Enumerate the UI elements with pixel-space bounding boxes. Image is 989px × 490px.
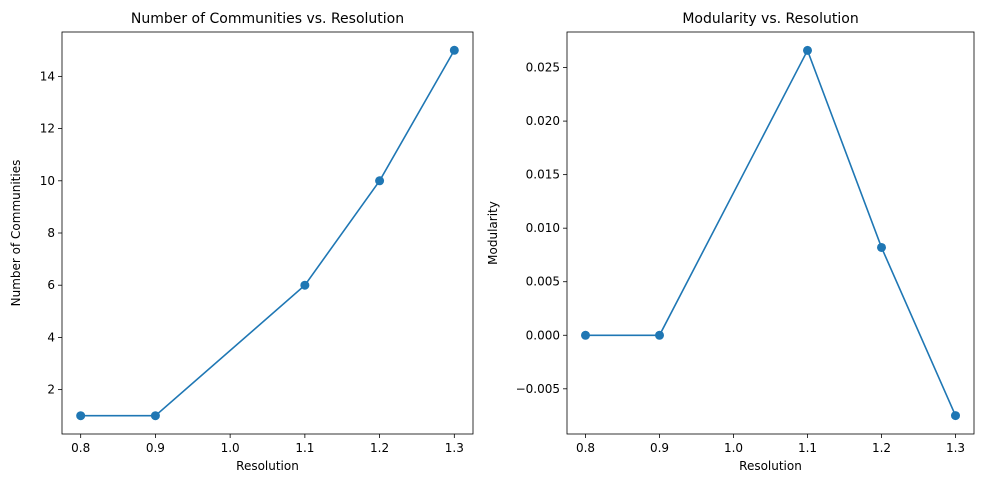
y-tick-label: 0.010 bbox=[526, 221, 560, 235]
data-point bbox=[300, 280, 310, 290]
data-point bbox=[449, 45, 459, 55]
x-tick-label: 1.1 bbox=[798, 441, 817, 455]
y-tick-label: 0.005 bbox=[526, 275, 560, 289]
x-tick-label: 0.9 bbox=[650, 441, 669, 455]
series-line bbox=[585, 48, 957, 416]
y-axis-label: Number of Communities bbox=[9, 160, 23, 307]
y-tick-label: 0.020 bbox=[526, 114, 560, 128]
x-tick-label: 1.3 bbox=[946, 441, 965, 455]
data-point bbox=[877, 242, 886, 252]
y-tick-label: 4 bbox=[47, 330, 55, 344]
chart-title: Number of Communities vs. Resolution bbox=[131, 11, 404, 27]
chart-modularity: 0.8 0.9 1.0 1.1 1.2 1.3 −0.005 0.000 0.005 0.010 0… bbox=[486, 11, 975, 473]
y-tick-label: 8 bbox=[47, 226, 55, 240]
x-axis-label: Resolution bbox=[236, 459, 299, 473]
data-point bbox=[951, 411, 960, 421]
y-tick-label: 0.000 bbox=[526, 328, 560, 342]
x-tick-label: 1.1 bbox=[295, 441, 314, 455]
data-point bbox=[581, 330, 590, 340]
y-axis-label: Modularity bbox=[486, 201, 500, 265]
x-axis-label: Resolution bbox=[739, 459, 802, 473]
y-tick-label: 0.025 bbox=[526, 61, 560, 75]
y-tick-label: 2 bbox=[47, 383, 55, 397]
data-point bbox=[76, 411, 86, 421]
y-tick-label: 0.015 bbox=[526, 168, 560, 182]
x-tick-label: 0.8 bbox=[576, 441, 595, 455]
data-point bbox=[375, 176, 385, 186]
x-tick-label: 1.2 bbox=[872, 441, 891, 455]
data-point bbox=[655, 330, 664, 340]
data-point bbox=[803, 45, 812, 55]
y-tick-label: −0.005 bbox=[516, 382, 560, 396]
x-tick-label: 0.9 bbox=[146, 441, 165, 455]
plot-frame bbox=[566, 31, 975, 435]
y-tick-label: 12 bbox=[40, 122, 55, 136]
x-tick-label: 1.0 bbox=[724, 441, 743, 455]
x-tick-label: 0.8 bbox=[71, 441, 90, 455]
x-tick-label: 1.3 bbox=[445, 441, 464, 455]
y-tick-label: 14 bbox=[40, 69, 55, 83]
y-tick-label: 10 bbox=[40, 174, 55, 188]
chart-communities: 0.8 0.9 1.0 1.1 1.2 1.3 2 4 6 8 10 12 14 Number of Co… bbox=[9, 11, 474, 473]
data-point bbox=[150, 411, 160, 421]
series-line bbox=[80, 49, 456, 417]
plot-frame bbox=[61, 31, 474, 435]
chart-title: Modularity vs. Resolution bbox=[682, 11, 858, 27]
x-tick-label: 1.0 bbox=[221, 441, 240, 455]
y-tick-label: 6 bbox=[47, 278, 55, 292]
x-tick-label: 1.2 bbox=[370, 441, 389, 455]
